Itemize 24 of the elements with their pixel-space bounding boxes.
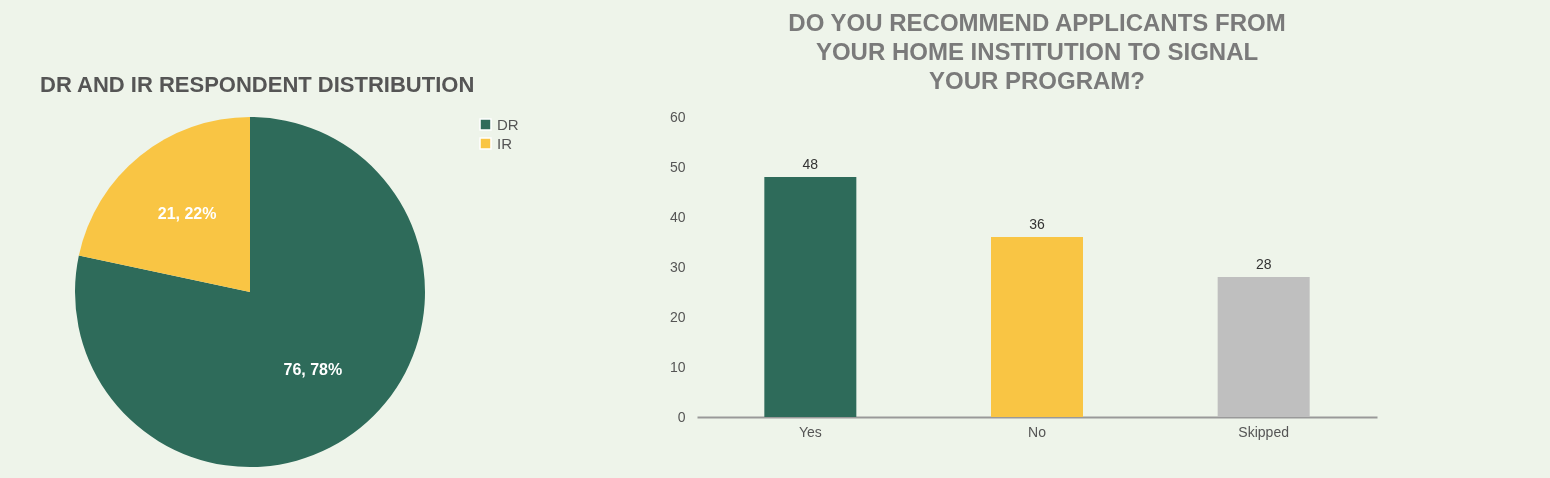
pie-slice (78, 117, 250, 292)
y-tick-label: 40 (669, 208, 686, 225)
chart-title: DR AND IR RESPONDENT DISTRIBUTION (40, 72, 475, 97)
bar (1217, 277, 1310, 417)
data-label: 76, 78% (283, 360, 343, 378)
data-label: 48 (802, 156, 819, 172)
legend-label: DR (497, 115, 519, 133)
data-label: 21, 22% (157, 205, 217, 223)
pie-slice (75, 117, 425, 467)
chart-title: DO YOU RECOMMEND APPLICANTS FROM YOUR HOME INSTITUTION TO SIGNAL YOUR PROGRAM? (788, 9, 1286, 94)
bar (764, 177, 857, 417)
bar (991, 237, 1083, 417)
data-label: 36 (1029, 216, 1045, 232)
y-tick-label: 10 (669, 358, 686, 375)
y-tick-label: 0 (677, 408, 686, 425)
x-tick-label: Skipped (1238, 423, 1289, 440)
y-tick-label: 20 (669, 308, 686, 325)
y-tick-label: 50 (669, 158, 686, 175)
x-tick-label: No (1028, 423, 1047, 440)
y-tick-label: 60 (669, 108, 686, 125)
legend-label: IR (497, 134, 513, 152)
x-tick-label: Yes (798, 423, 822, 440)
y-tick-label: 30 (669, 258, 686, 275)
data-label: 28 (1255, 256, 1272, 272)
